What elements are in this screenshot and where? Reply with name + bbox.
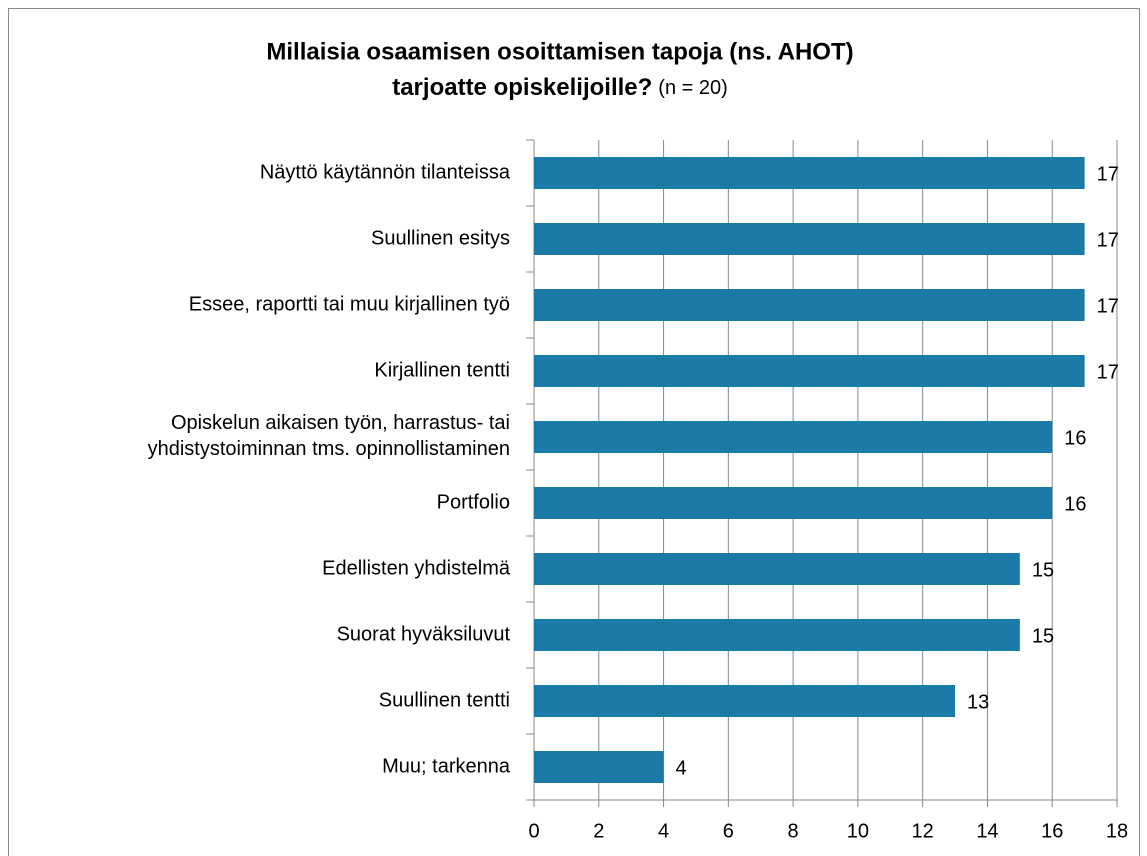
y-tick-label: Opiskelun aikaisen työn, harrastus- tai y…	[148, 412, 510, 460]
y-tick-label: Edellisten yhdistelmä	[322, 557, 511, 579]
y-tick-label: Muu; tarkenna	[382, 755, 511, 777]
data-label: 17	[1097, 229, 1119, 251]
data-label: 15	[1032, 559, 1054, 581]
y-tick-label: Essee, raportti tai muu kirjallinen työ	[189, 293, 510, 315]
y-tick-label-line: yhdistystoiminnan tms. opinnollistaminen	[148, 438, 510, 460]
chart-border	[8, 8, 1140, 856]
bar	[534, 289, 1085, 321]
data-label: 13	[967, 691, 989, 713]
bar	[534, 685, 956, 717]
data-label: 4	[676, 757, 687, 779]
bar	[534, 553, 1020, 585]
bar	[534, 223, 1085, 255]
bar	[534, 487, 1053, 519]
x-tick-label: 8	[788, 820, 799, 842]
y-tick-label: Näyttö käytännön tilanteissa	[260, 161, 511, 183]
x-tick-label: 16	[1041, 820, 1063, 842]
chart-title-line: tarjoatte opiskelijoille?	[392, 74, 652, 101]
y-tick-label: Suorat hyväksiluvut	[337, 623, 511, 645]
chart-title: Millaisia osaamisen osoittamisen tapoja …	[266, 38, 853, 65]
bar	[534, 751, 664, 783]
data-label: 16	[1064, 427, 1086, 449]
y-tick-label-line: Opiskelun aikaisen työn, harrastus- tai	[171, 412, 510, 434]
bar	[534, 619, 1020, 651]
y-tick-label: Kirjallinen tentti	[374, 359, 510, 381]
data-label: 17	[1097, 163, 1119, 185]
data-label: 17	[1097, 361, 1119, 383]
bar	[534, 157, 1085, 189]
x-tick-label: 12	[912, 820, 934, 842]
data-label: 17	[1097, 295, 1119, 317]
y-tick-label: Portfolio	[437, 491, 510, 513]
bar	[534, 421, 1053, 453]
chart-title: tarjoatte opiskelijoille? (n = 20)	[392, 74, 728, 101]
x-tick-label: 0	[528, 820, 539, 842]
x-tick-label: 18	[1106, 820, 1128, 842]
bar	[534, 355, 1085, 387]
x-tick-label: 14	[976, 820, 998, 842]
x-tick-label: 4	[658, 820, 669, 842]
x-tick-label: 6	[723, 820, 734, 842]
data-label: 16	[1064, 493, 1086, 515]
y-tick-label: Suullinen esitys	[371, 227, 510, 249]
data-label: 15	[1032, 625, 1054, 647]
x-tick-label: 10	[847, 820, 869, 842]
y-tick-label: Suullinen tentti	[379, 689, 510, 711]
chart-subtitle: (n = 20)	[658, 77, 727, 99]
x-tick-label: 2	[593, 820, 604, 842]
